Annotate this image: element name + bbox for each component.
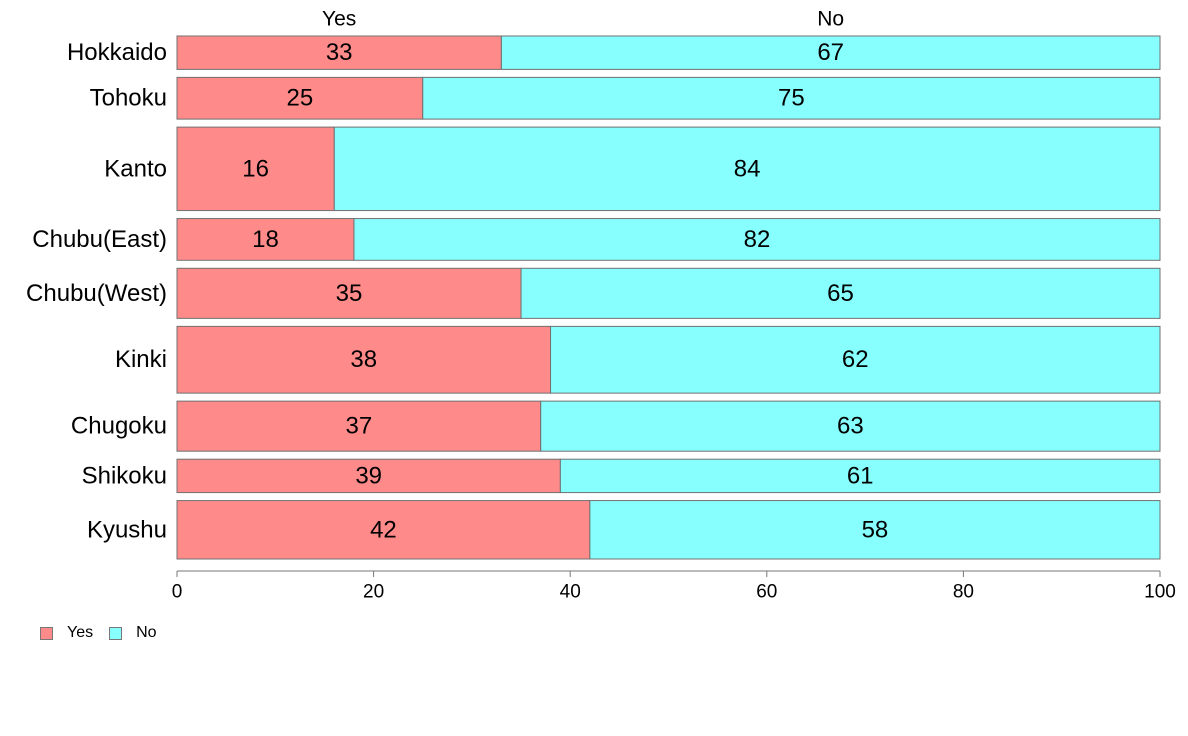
x-tick-label: 80 [953,582,974,603]
bar-no [550,325,1161,394]
data-label-no: 75 [778,85,805,112]
data-label-yes: 38 [350,346,377,373]
legend-label-yes: Yes [67,624,94,641]
x-tick-label: 40 [560,582,581,603]
bar-no [559,458,1161,494]
bar-yes [176,126,335,212]
bar-no [520,267,1161,319]
data-label-yes: 33 [326,39,353,66]
x-tick-label: 60 [756,582,777,603]
bar-yes [176,267,522,319]
category-label: Kyushu [87,516,167,543]
data-label-no: 61 [847,462,874,489]
bar-yes [176,500,591,560]
column-header-no: No [817,8,844,31]
category-label: Chubu(East) [32,226,167,253]
column-header-yes: Yes [322,8,356,31]
data-label-no: 65 [827,280,854,307]
data-label-yes: 18 [252,226,279,253]
legend-item-no: No [109,624,157,642]
data-label-no: 62 [842,346,869,373]
category-label: Kanto [104,155,167,182]
bar-yes [176,218,355,261]
category-label: Hokkaido [67,39,167,66]
bar-no [353,218,1161,261]
bar-no [500,35,1161,70]
data-label-yes: 39 [355,462,382,489]
legend-label-no: No [136,624,157,641]
category-label: Tohoku [90,85,167,112]
bar-no [422,76,1161,120]
legend: Yes No [40,624,173,642]
category-label: Chubu(West) [26,280,167,307]
legend-item-yes: Yes [40,624,93,642]
data-label-yes: 25 [287,85,314,112]
category-label: Chugoku [71,413,167,440]
data-label-no: 84 [734,155,761,182]
bar-no [540,400,1161,452]
bar-no [589,500,1161,560]
data-label-yes: 42 [370,516,397,543]
data-label-no: 58 [862,516,889,543]
data-label-no: 67 [817,39,844,66]
category-label: Kinki [115,346,167,373]
bar-yes [176,35,502,70]
data-label-yes: 16 [242,155,269,182]
x-tick-label: 100 [1144,582,1176,603]
bar-no [333,126,1161,212]
x-tick-label: 0 [172,582,183,603]
legend-swatch-yes [40,626,53,640]
x-tick-label: 20 [363,582,384,603]
data-label-yes: 37 [346,413,373,440]
legend-swatch-no [109,626,123,640]
data-label-yes: 35 [336,280,363,307]
data-label-no: 63 [837,413,864,440]
data-label-no: 82 [744,226,771,253]
bar-yes [176,76,424,120]
bar-yes [176,400,542,452]
category-label: Shikoku [82,462,167,489]
